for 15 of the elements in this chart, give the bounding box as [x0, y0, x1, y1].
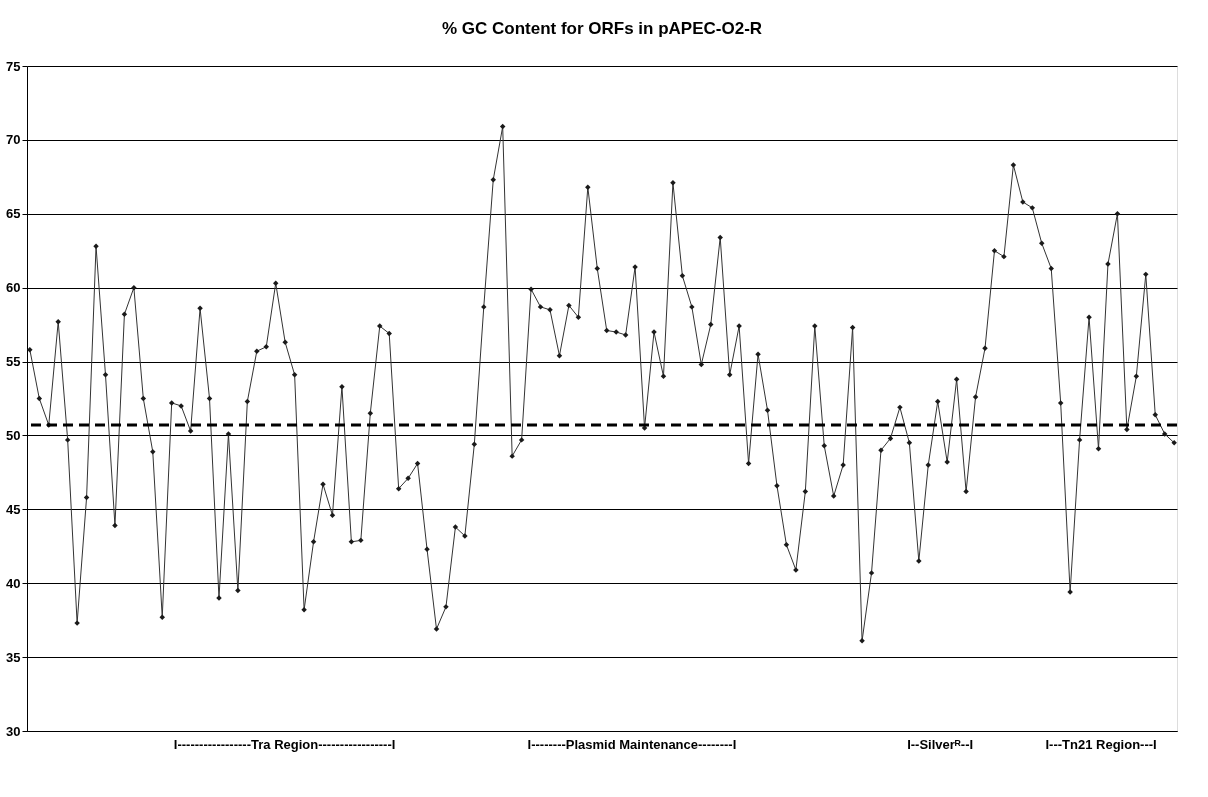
y-tick-label: 50 — [6, 427, 21, 443]
y-tick-label: 70 — [6, 132, 21, 148]
y-tick-label: 35 — [6, 649, 21, 665]
y-tick-label: 75 — [6, 58, 21, 74]
y-tick-label: 55 — [6, 354, 21, 370]
text: I---Tn21 Region---I — [1045, 737, 1157, 752]
y-tick-label: 40 — [6, 575, 21, 591]
y-tick-label: 65 — [6, 206, 21, 222]
text: I--Silverᴿ--I — [907, 737, 974, 752]
y-tick-label: 30 — [6, 723, 21, 739]
text: I-----------------Tra Region-----------------I — [173, 737, 396, 752]
y-tick-label: 45 — [6, 501, 21, 517]
y-tick-label: 60 — [6, 280, 21, 296]
chart-title: % GC Content for ORFs in pAPEC-O2-R — [441, 19, 763, 38]
text: I--------Plasmid Maintenance--------I — [527, 737, 737, 752]
